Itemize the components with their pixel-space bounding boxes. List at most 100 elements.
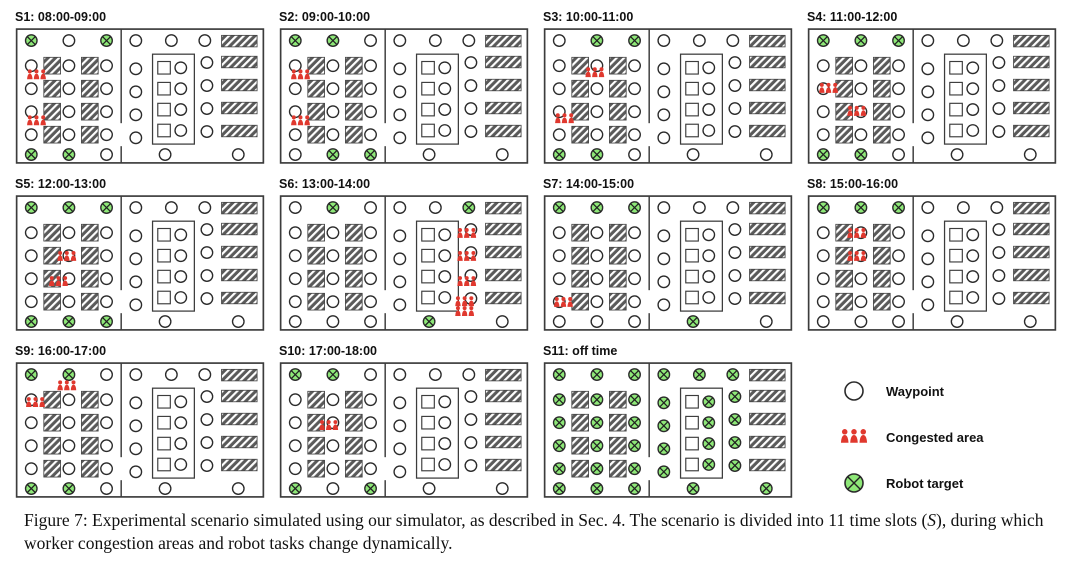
station [679, 53, 723, 145]
robot-target [364, 148, 377, 161]
waypoint [100, 439, 113, 453]
waypoint [422, 148, 436, 161]
waypoint [393, 229, 407, 243]
shelf [485, 245, 522, 259]
congested-area-icon [26, 397, 45, 407]
panel-title: S8: 15:00-16:00 [807, 177, 899, 191]
station-slot [685, 457, 699, 472]
shelf [43, 246, 61, 265]
waypoint [966, 270, 980, 284]
waypoint [62, 105, 76, 119]
waypoint [100, 272, 113, 286]
person-glyph [859, 429, 868, 443]
robot-target [686, 482, 700, 495]
shelf [609, 459, 627, 478]
person-glyph [291, 69, 297, 80]
waypoint [174, 416, 188, 430]
shelf [571, 436, 589, 455]
waypoint [702, 103, 716, 117]
person-glyph [297, 115, 304, 126]
shelf [873, 223, 891, 242]
person-glyph [55, 276, 62, 286]
shelf [749, 78, 786, 92]
waypoint [495, 482, 509, 495]
station [943, 53, 987, 145]
shelf [749, 368, 786, 382]
waypoint [921, 201, 935, 215]
robot-target [628, 201, 641, 215]
waypoint [364, 128, 377, 142]
waypoint [174, 270, 188, 284]
person-glyph [62, 276, 68, 286]
robot-target [628, 439, 641, 453]
waypoint [992, 269, 1006, 282]
robot-target [552, 393, 566, 407]
waypoint [438, 395, 452, 409]
person-glyph [297, 69, 304, 80]
station-slot [685, 227, 699, 242]
waypoint [62, 295, 76, 309]
waypoint [966, 291, 980, 304]
waypoint [462, 34, 476, 48]
waypoint [992, 125, 1006, 138]
waypoint [628, 226, 641, 240]
waypoint [62, 462, 76, 476]
shelf [609, 246, 627, 265]
congested-area-icon [57, 250, 77, 261]
robot-target [892, 201, 905, 215]
waypoint [200, 102, 214, 115]
robot-target [326, 34, 340, 48]
shelf [749, 34, 786, 48]
waypoint [100, 368, 113, 382]
station-slot [949, 81, 963, 96]
waypoint [326, 105, 340, 119]
waypoint [326, 295, 340, 309]
station-slot [949, 60, 963, 75]
waypoint [728, 269, 742, 282]
shelf [307, 292, 325, 311]
shelf [307, 223, 325, 242]
waypoint [628, 59, 641, 73]
shelf [873, 125, 891, 144]
waypoint [816, 272, 830, 286]
waypoint [393, 34, 407, 48]
waypoint [428, 201, 442, 215]
waypoint [728, 79, 742, 92]
waypoint [364, 393, 377, 407]
shelf [81, 102, 99, 121]
robot-target [24, 315, 38, 328]
station-slot [157, 415, 171, 430]
waypoint [100, 128, 113, 142]
waypoint [158, 482, 172, 495]
robot-target [628, 416, 641, 430]
waypoint [728, 102, 742, 115]
shelf [571, 292, 589, 311]
scenario-panel-s6: S6: 13:00-14:00 [278, 177, 530, 332]
waypoint [326, 482, 340, 495]
shelf [81, 436, 99, 455]
shelf [749, 435, 786, 449]
waypoint [990, 34, 1004, 48]
shelf [609, 413, 627, 432]
waypoint [966, 103, 980, 117]
shelf [221, 34, 258, 48]
waypoint [393, 252, 407, 266]
station [415, 220, 459, 312]
waypoint [657, 201, 671, 215]
waypoint [728, 223, 742, 236]
waypoint [364, 82, 377, 96]
waypoint [100, 105, 113, 119]
station-slot [157, 102, 171, 117]
waypoint [174, 437, 188, 451]
waypoint [100, 59, 113, 73]
shelf [43, 56, 61, 75]
shelf [307, 459, 325, 478]
shelf [1013, 124, 1050, 138]
shelf [345, 413, 363, 432]
figure-caption: Figure 7: Experimental scenario simulate… [24, 509, 1058, 555]
person-glyph [332, 420, 339, 430]
person-glyph [860, 250, 867, 261]
robot-target [326, 148, 340, 161]
person-glyph [555, 113, 561, 124]
shelf [1013, 291, 1050, 305]
